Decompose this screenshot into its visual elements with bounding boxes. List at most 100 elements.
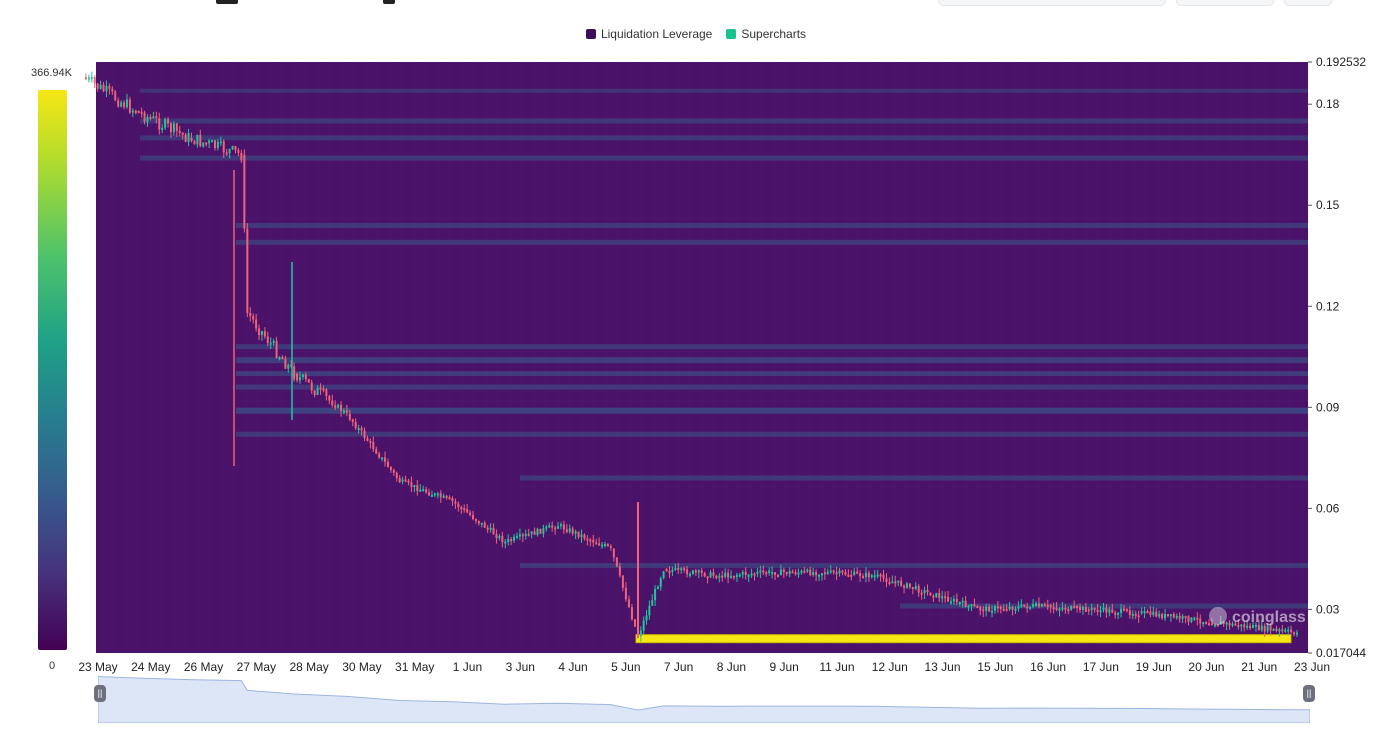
- legend-item-liquidation-leverage[interactable]: Liquidation Leverage: [585, 27, 712, 41]
- y-tick-label: 0.09: [1316, 400, 1340, 414]
- candle: [1117, 612, 1120, 615]
- candle: [568, 528, 571, 532]
- x-tick-label: 3 Jun: [506, 660, 535, 674]
- candle: [1128, 610, 1131, 616]
- candle: [486, 527, 489, 530]
- candle: [967, 605, 970, 608]
- candle: [1161, 613, 1164, 619]
- candle: [345, 410, 348, 413]
- candle: [856, 571, 859, 574]
- candle: [703, 572, 706, 577]
- toolbar-button[interactable]: [1284, 0, 1332, 6]
- candle: [269, 342, 272, 345]
- candle: [694, 570, 697, 573]
- candle: [234, 146, 237, 151]
- candle: [689, 573, 691, 576]
- candle: [949, 601, 952, 604]
- candle: [284, 358, 287, 369]
- candle: [304, 374, 307, 380]
- candle: [885, 578, 888, 583]
- x-tick-label: 26 May: [184, 660, 223, 674]
- navigator-right-handle[interactable]: ||: [1303, 685, 1315, 702]
- candle: [1008, 606, 1011, 610]
- candle: [287, 364, 290, 369]
- liquidation-band: [520, 475, 1308, 481]
- candle: [1208, 623, 1211, 626]
- candle: [765, 572, 768, 575]
- candle: [844, 572, 847, 575]
- candle: [501, 535, 504, 543]
- candle: [941, 596, 944, 599]
- candle: [1049, 605, 1052, 608]
- candle: [337, 404, 340, 408]
- x-tick-label: 24 May: [131, 660, 170, 674]
- candle: [187, 133, 190, 142]
- candle: [735, 574, 738, 577]
- candle: [90, 76, 93, 79]
- candle: [1120, 608, 1123, 613]
- candle: [1099, 610, 1102, 613]
- candle: [1070, 605, 1073, 610]
- candle: [680, 568, 683, 571]
- candle: [826, 571, 829, 574]
- candle: [290, 364, 293, 367]
- legend-item-supercharts[interactable]: Supercharts: [726, 27, 806, 41]
- candle: [1073, 605, 1076, 608]
- candle: [870, 575, 873, 578]
- candle: [1079, 606, 1082, 610]
- toolbar-select[interactable]: [938, 0, 1166, 6]
- liquidation-band: [236, 344, 1308, 350]
- candle: [351, 419, 354, 423]
- toolbar-button[interactable]: [1176, 0, 1274, 6]
- candle: [999, 606, 1002, 609]
- candle: [513, 536, 516, 541]
- candle: [721, 575, 724, 578]
- candle: [134, 110, 137, 114]
- navigator-left-handle[interactable]: ||: [94, 685, 106, 702]
- candle: [803, 570, 806, 573]
- candle: [952, 598, 955, 602]
- candle: [208, 140, 211, 144]
- candle: [398, 478, 401, 483]
- candle: [1181, 616, 1184, 619]
- candle: [768, 570, 771, 574]
- candle: [466, 509, 469, 513]
- candle: [1278, 629, 1281, 632]
- candle: [1058, 608, 1061, 611]
- candle: [559, 524, 562, 527]
- liquidation-band: [140, 155, 1308, 161]
- candle: [835, 572, 838, 575]
- candle: [897, 580, 900, 583]
- candle: [307, 379, 310, 383]
- candle: [662, 571, 665, 579]
- page-title-fragment: [216, 0, 238, 4]
- candle: [1187, 616, 1190, 622]
- candle: [779, 569, 782, 576]
- candle: [905, 583, 908, 588]
- range-navigator[interactable]: [98, 663, 1310, 723]
- candle: [900, 580, 903, 586]
- candle: [609, 545, 612, 548]
- candle: [1190, 617, 1193, 622]
- candle: [1219, 621, 1222, 625]
- candle: [222, 141, 225, 153]
- candle: [149, 116, 152, 119]
- candle: [601, 544, 604, 547]
- candle: [131, 110, 134, 113]
- candle: [815, 572, 818, 576]
- candle: [146, 116, 149, 122]
- candle: [879, 574, 882, 577]
- candle: [1090, 607, 1093, 610]
- candle: [480, 522, 483, 525]
- candle: [753, 573, 756, 576]
- candle: [1199, 618, 1202, 624]
- candle: [1275, 628, 1278, 631]
- liquidation-band: [236, 384, 1308, 390]
- candle: [903, 585, 906, 588]
- candle: [293, 366, 296, 380]
- candle: [979, 607, 982, 611]
- candle: [615, 557, 618, 567]
- candle: [1243, 624, 1246, 628]
- candle: [536, 528, 539, 535]
